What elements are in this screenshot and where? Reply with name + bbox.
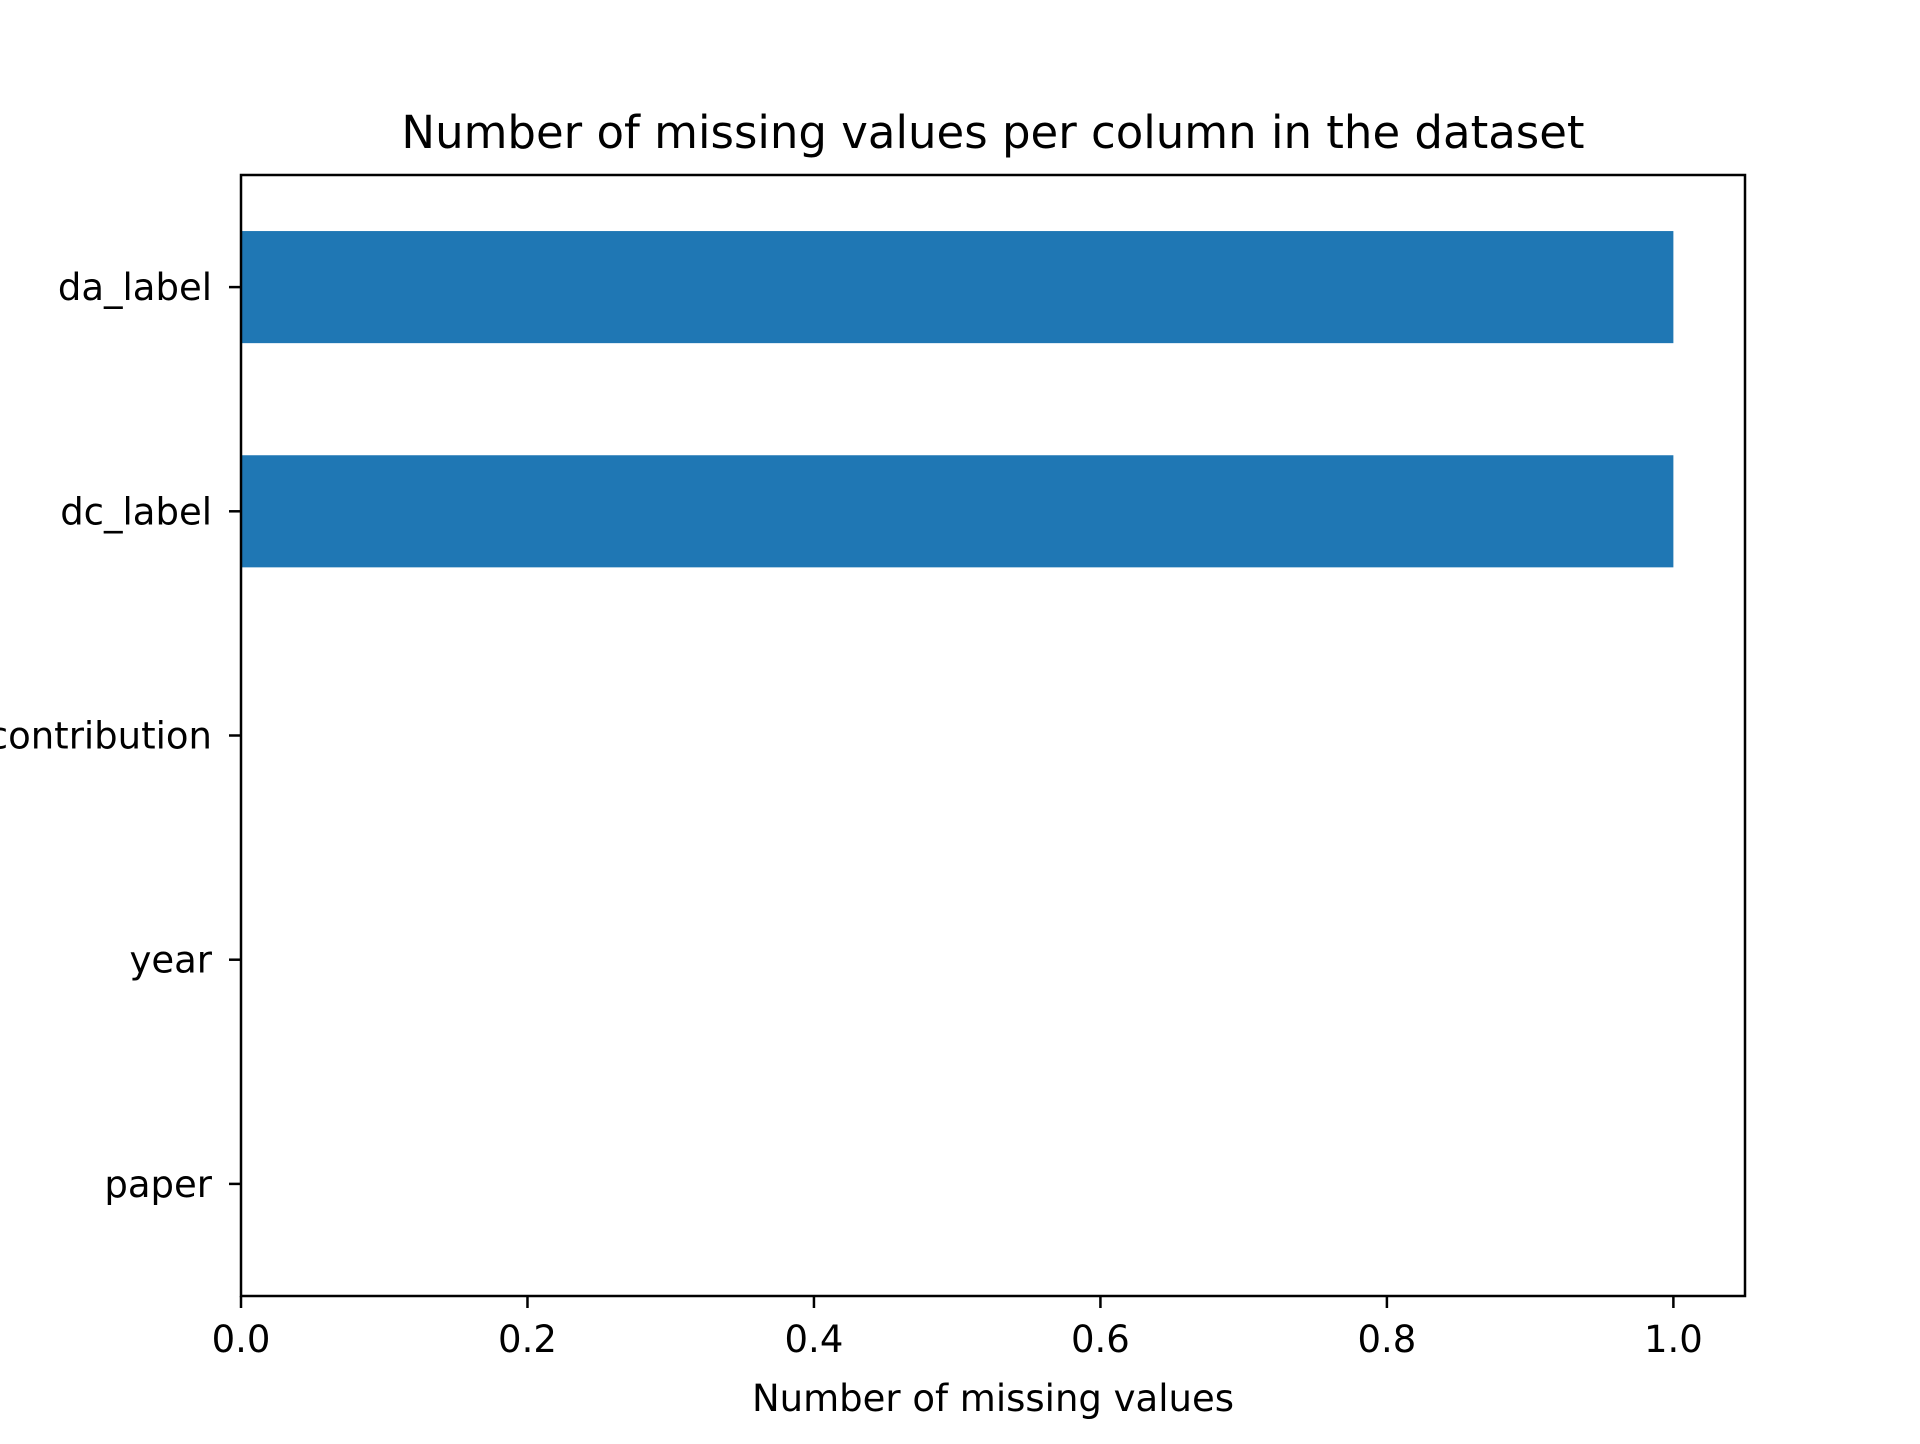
x-tick-label: 1.0	[1644, 1318, 1703, 1361]
y-axis-ticks: paper year contribution dc_label da_label	[0, 266, 241, 1206]
y-tick-label: dc_label	[60, 490, 212, 533]
bar-da_label	[241, 231, 1674, 344]
y-tick-label: da_label	[58, 266, 212, 309]
x-tick-label: 0.8	[1357, 1318, 1416, 1361]
x-axis-ticks: 0.0 0.2 0.4 0.6 0.8 1.0	[212, 1296, 1703, 1361]
x-tick-label: 0.4	[785, 1318, 844, 1361]
x-tick-label: 0.2	[498, 1318, 557, 1361]
chart-title: Number of missing values per column in t…	[401, 106, 1584, 159]
x-axis-label: Number of missing values	[752, 1377, 1234, 1420]
bar-dc_label	[241, 455, 1674, 568]
y-tick-label: paper	[104, 1163, 212, 1206]
bars-group	[241, 231, 1674, 568]
y-tick-label: year	[129, 939, 212, 982]
y-tick-label: contribution	[0, 715, 212, 758]
x-tick-label: 0.6	[1071, 1318, 1130, 1361]
x-tick-label: 0.0	[212, 1318, 271, 1361]
